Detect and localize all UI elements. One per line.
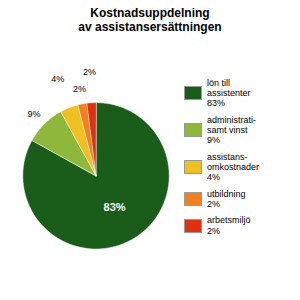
svg-text:4%: 4% <box>51 74 64 84</box>
html-text:utbildning 2%: utbildning 2% <box>207 188 246 209</box>
html-text:administrati- samt vinst 9%: administrati- samt vinst 9% <box>207 114 256 146</box>
svg-text:2%: 2% <box>83 67 96 77</box>
html-text:Kostnadsuppdelning av assistan: Kostnadsuppdelning av assistansersättnin… <box>78 6 222 35</box>
html-text:assistans- omkostnader 4%: assistans- omkostnader 4% <box>207 151 259 183</box>
svg-text:2%: 2% <box>73 84 86 94</box>
html-text:lön till assistenter 83%: lön till assistenter 83% <box>207 77 251 109</box>
svg-text:9%: 9% <box>27 108 40 118</box>
svg-text:83%: 83% <box>104 201 126 213</box>
html-text:arbetsmiljö 2%: arbetsmiljö 2% <box>207 215 251 236</box>
